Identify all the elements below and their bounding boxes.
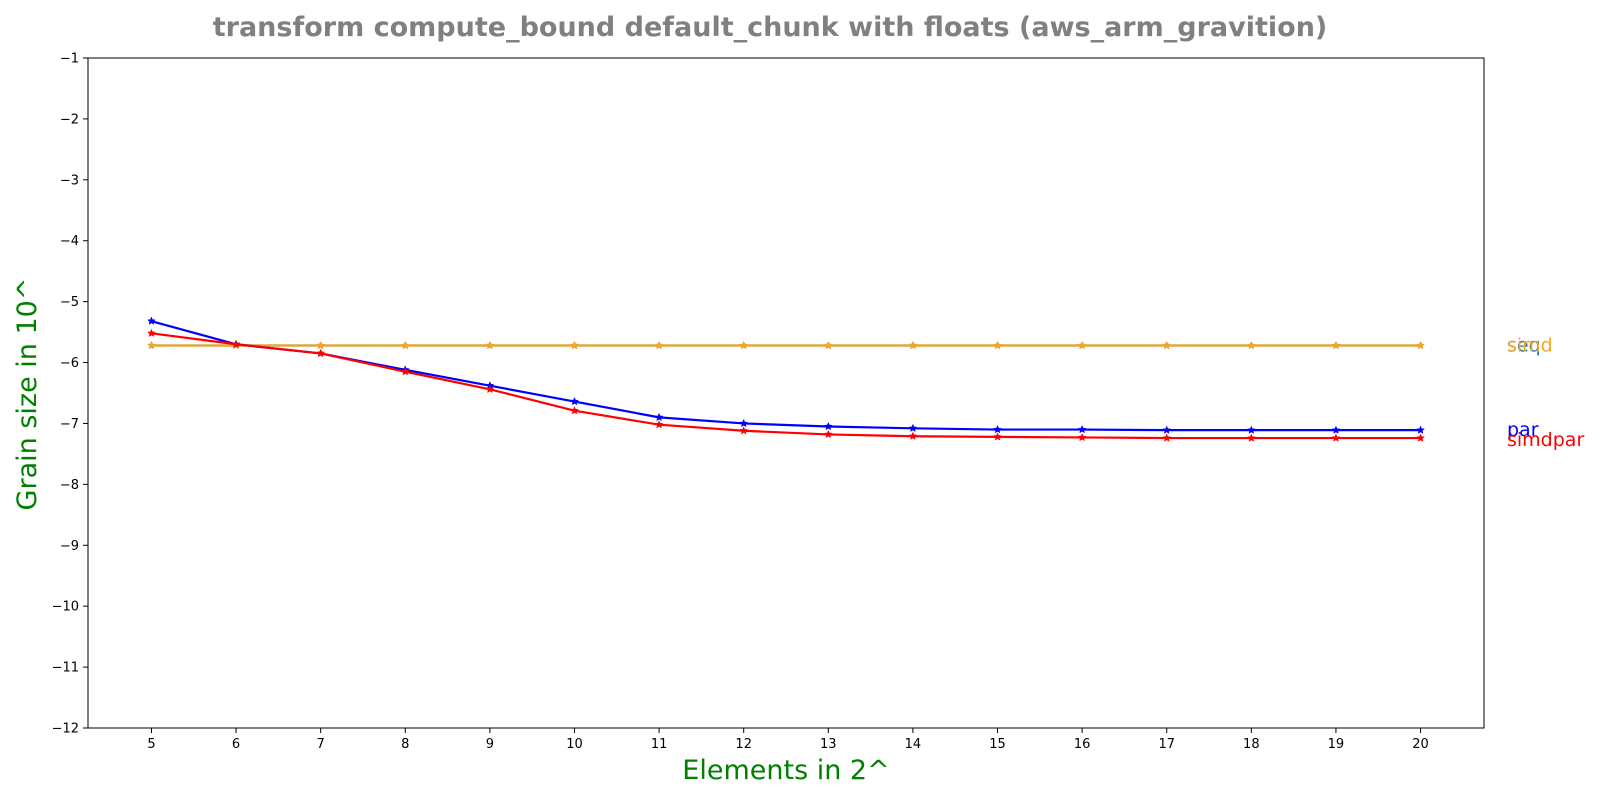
chart-title: transform compute_bound default_chunk wi…	[213, 12, 1328, 43]
data-point-simdpar	[400, 367, 410, 376]
y-tick-label: −7	[60, 417, 79, 432]
data-point-par	[147, 316, 156, 325]
x-tick-label: 15	[989, 737, 1006, 752]
data-point-simdpar	[1077, 432, 1087, 442]
data-point-simdpar	[1416, 433, 1425, 442]
data-point-simdpar	[739, 426, 749, 435]
data-point-simd	[485, 340, 495, 350]
data-point-simd	[1162, 340, 1172, 350]
x-tick-label: 19	[1328, 737, 1345, 752]
plot-area-frame	[87, 57, 1485, 729]
data-point-simdpar	[908, 431, 918, 441]
x-tick-label: 14	[905, 737, 922, 752]
data-point-par	[1246, 425, 1256, 434]
data-point-simdpar	[654, 420, 664, 429]
data-point-par	[1077, 424, 1087, 434]
x-axis-label: Elements in 2^	[682, 755, 889, 786]
data-point-par	[908, 423, 918, 433]
data-point-simd	[993, 340, 1002, 350]
y-tick-label: −4	[60, 234, 79, 249]
data-point-simd	[316, 340, 326, 350]
data-point-simd	[400, 340, 410, 350]
x-tick-label: 17	[1158, 737, 1175, 752]
y-tick-label: −12	[52, 722, 79, 737]
data-point-simd	[654, 340, 664, 350]
y-tick-label: −8	[60, 478, 79, 493]
data-point-simd	[147, 340, 156, 350]
data-point-simdpar	[570, 406, 579, 415]
y-axis: −1 −2 −3 −4 −5 −6 −7 −8 −9 −10 −11 −12	[52, 52, 88, 737]
data-point-simdpar	[147, 328, 156, 338]
y-tick-label: −6	[60, 356, 79, 371]
series-label-simd: simd	[1507, 334, 1553, 356]
data-point-simdpar	[231, 339, 241, 349]
data-point-simd	[1416, 340, 1425, 350]
x-axis: 5 6 7 8 9 10 11 12 13 14 15 16 17 18 19 20	[147, 728, 1429, 752]
data-point-simdpar	[316, 348, 326, 358]
data-point-par	[570, 396, 579, 406]
x-tick-label: 13	[820, 737, 837, 752]
x-tick-label: 16	[1074, 737, 1091, 752]
series-par	[147, 316, 1425, 434]
data-point-simdpar	[485, 384, 495, 394]
data-point-simd	[570, 340, 579, 350]
data-point-par	[654, 412, 664, 422]
y-tick-label: −3	[60, 173, 79, 188]
y-tick-label: −1	[60, 52, 79, 67]
data-point-simd	[1331, 340, 1341, 350]
x-tick-label: 18	[1243, 737, 1260, 752]
x-tick-label: 9	[486, 737, 494, 752]
x-tick-label: 10	[566, 737, 583, 752]
y-tick-label: −10	[52, 600, 79, 615]
data-point-par	[993, 424, 1002, 434]
data-point-par	[823, 421, 833, 431]
y-tick-label: −11	[52, 661, 79, 676]
x-tick-label: 8	[401, 737, 409, 752]
y-tick-label: −9	[60, 539, 79, 554]
data-point-simdpar	[993, 432, 1002, 441]
x-tick-label: 20	[1412, 737, 1429, 752]
data-point-simdpar	[823, 429, 833, 439]
series-simdpar	[147, 328, 1425, 442]
series-layer	[147, 316, 1425, 442]
series-label-simdpar: simdpar	[1507, 429, 1584, 451]
data-point-par	[1162, 425, 1172, 434]
x-tick-label: 7	[317, 737, 325, 752]
series-line-simdpar	[151, 332, 1421, 440]
data-point-simdpar	[1246, 433, 1256, 442]
series-simd	[147, 340, 1425, 350]
x-tick-label: 6	[232, 737, 240, 752]
data-point-simd	[908, 340, 918, 350]
data-point-simd	[823, 340, 833, 350]
series-label-seq: seq	[1507, 334, 1541, 356]
data-point-par	[1416, 425, 1425, 434]
data-point-par	[1331, 425, 1341, 434]
y-axis-label: Grain size in 10^	[12, 278, 43, 511]
data-point-simdpar	[1162, 433, 1172, 442]
x-tick-label: 12	[735, 737, 752, 752]
x-tick-label: 5	[147, 737, 155, 752]
data-point-simd	[1077, 340, 1087, 350]
y-tick-label: −2	[60, 112, 79, 127]
data-point-par	[739, 418, 749, 428]
data-point-simdpar	[1331, 433, 1341, 442]
series-label-par: par	[1507, 419, 1539, 441]
series-line-par	[151, 320, 1421, 432]
data-point-simd	[739, 340, 749, 350]
data-point-simd	[1246, 340, 1256, 350]
y-tick-label: −5	[60, 295, 79, 310]
x-tick-label: 11	[651, 737, 668, 752]
